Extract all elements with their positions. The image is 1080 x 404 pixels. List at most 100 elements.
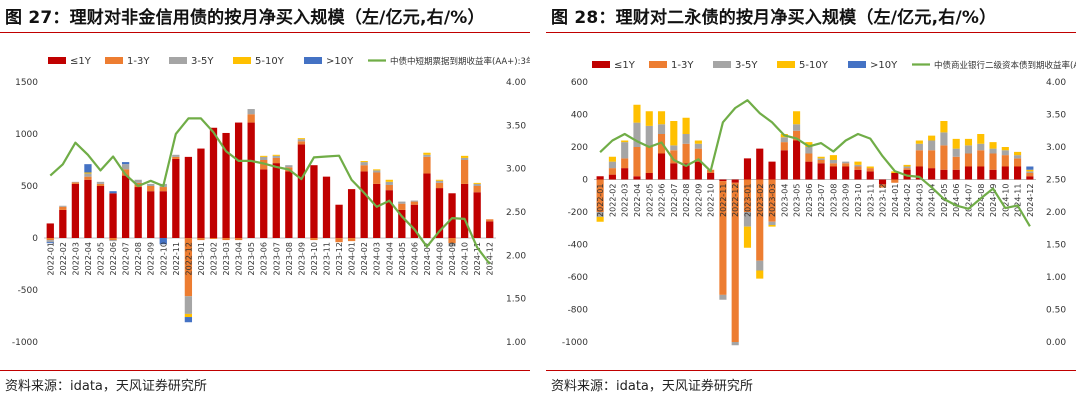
bar-2024-09-s0 bbox=[989, 169, 997, 180]
legend-swatch bbox=[777, 61, 795, 68]
bar-2024-04-s1 bbox=[385, 184, 393, 191]
bar-2022-01-s0 bbox=[596, 176, 604, 180]
bar-2022-09-s1 bbox=[147, 186, 155, 192]
bar-2023-07-s3 bbox=[817, 156, 825, 159]
bar-2023-02-s1 bbox=[756, 179, 764, 261]
bar-2023-05-s1 bbox=[247, 114, 255, 123]
x-tick-label: 2022-11 bbox=[172, 242, 181, 275]
legend-label: >10Y bbox=[870, 60, 898, 71]
bar-2024-05-s1 bbox=[398, 203, 406, 210]
x-tick-label: 2023-12 bbox=[335, 242, 344, 275]
bar-2024-11-s1 bbox=[1014, 158, 1022, 167]
bar-2024-08-s2 bbox=[977, 143, 985, 151]
bar-2023-07-s2 bbox=[272, 155, 280, 158]
bar-2024-10-s0 bbox=[460, 183, 469, 238]
legend-swatch bbox=[233, 57, 251, 64]
x-tick-label: 2022-02 bbox=[608, 184, 617, 217]
x-tick-label: 2023-11 bbox=[866, 184, 875, 217]
bar-2022-04-s1 bbox=[84, 176, 92, 180]
bar-2024-09-s0 bbox=[448, 193, 456, 238]
bar-2022-04-s3 bbox=[84, 172, 92, 174]
bar-2024-08-s0 bbox=[435, 188, 444, 238]
x-tick-label: 2023-03 bbox=[222, 242, 231, 275]
bar-2024-11-s3 bbox=[473, 182, 481, 184]
bar-2022-01-s3 bbox=[596, 216, 604, 222]
bar-2022-02-s2 bbox=[59, 205, 67, 207]
y-tick-label: 600 bbox=[571, 78, 588, 88]
bar-2022-11-s2 bbox=[719, 294, 727, 300]
y-tick-label: -1000 bbox=[12, 338, 38, 348]
bar-2022-03-s2 bbox=[621, 142, 629, 159]
bar-2024-06-s2 bbox=[410, 200, 419, 202]
x-tick-label: 2023-10 bbox=[310, 242, 319, 275]
bar-2022-01-s0 bbox=[46, 223, 54, 238]
bar-2024-03-s3 bbox=[915, 140, 923, 144]
legend-label: 5-10Y bbox=[799, 60, 829, 71]
source-rule bbox=[0, 370, 530, 371]
bar-2024-07-s3 bbox=[423, 152, 431, 155]
bar-2022-05-s2 bbox=[645, 125, 653, 147]
legend-label: ≤1Y bbox=[614, 60, 636, 71]
bar-2022-01-s1 bbox=[596, 179, 604, 212]
y-tick-label: -500 bbox=[18, 286, 39, 296]
chart-panel-left: 图 27：理财对非金信用债的按月净买入规模（左/亿元,右/%） -1000 -50… bbox=[0, 0, 530, 404]
bar-2024-03-s1 bbox=[915, 150, 923, 167]
bar-2022-10-s0 bbox=[707, 173, 715, 180]
bar-2022-09-s3 bbox=[694, 140, 702, 144]
bar-2022-08-s3 bbox=[682, 117, 690, 134]
bar-2024-02-s0 bbox=[360, 171, 368, 238]
bar-2022-11-s2 bbox=[172, 154, 180, 157]
bar-2023-01-s1 bbox=[743, 179, 752, 212]
bar-2022-04-s1 bbox=[633, 147, 641, 177]
x-tick-label: 2024-01 bbox=[891, 184, 900, 217]
bar-2023-08-s0 bbox=[829, 166, 837, 180]
bar-2024-12-s2 bbox=[1026, 171, 1034, 173]
bar-2023-12-s1 bbox=[335, 238, 343, 243]
bar-2023-09-s2 bbox=[842, 161, 850, 164]
bar-2022-11-s1 bbox=[719, 181, 727, 295]
x-tick-label: 2023-05 bbox=[793, 184, 802, 217]
y2-tick-label: 2.50 bbox=[506, 208, 526, 218]
chart-left-svg: -1000 -500 0 500 1000 1500 1.00 1.50 2.00 2.50 3.0… bbox=[12, 56, 530, 348]
x-tick-label: 2024-06 bbox=[952, 184, 961, 217]
x-tick-label: 2024-07 bbox=[964, 184, 973, 217]
yield-line bbox=[599, 99, 1031, 227]
x-tick-label: 2023-03 bbox=[768, 184, 777, 217]
source-rule bbox=[546, 370, 1076, 371]
bar-2022-06-s3 bbox=[657, 111, 666, 125]
bar-2022-04-s0 bbox=[633, 176, 641, 180]
bar-2024-03-s0 bbox=[373, 183, 381, 238]
bar-2024-10-s2 bbox=[1001, 150, 1009, 156]
bar-2022-02-s2 bbox=[608, 161, 616, 169]
source-note: 资料来源：idata，天风证券研究所 bbox=[551, 379, 753, 394]
bar-2023-06-s3 bbox=[260, 155, 268, 157]
bar-2022-10-s0 bbox=[159, 191, 167, 238]
bar-2022-07-s2 bbox=[670, 145, 678, 151]
title-rule bbox=[546, 32, 1076, 33]
bar-2024-10-s3 bbox=[460, 155, 469, 158]
bar-2024-06-s1 bbox=[410, 201, 419, 205]
legend-swatch bbox=[592, 61, 610, 68]
bar-2024-08-s3 bbox=[977, 134, 985, 144]
bar-2022-09-s0 bbox=[147, 191, 155, 238]
bar-2023-09-s1 bbox=[297, 141, 306, 145]
bar-2024-08-s3 bbox=[435, 179, 444, 181]
legend-swatch bbox=[713, 61, 731, 68]
x-tick-label: 2022-07 bbox=[122, 242, 131, 275]
y-tick-label: 0 bbox=[582, 176, 588, 186]
bar-2023-03-s3 bbox=[768, 225, 776, 227]
bar-2024-04-s3 bbox=[928, 135, 936, 141]
bar-2023-02-s0 bbox=[756, 148, 764, 180]
x-tick-label: 2022-04 bbox=[633, 184, 642, 217]
bar-2023-10-s1 bbox=[310, 238, 318, 241]
bar-2022-02-s0 bbox=[608, 174, 616, 180]
y-tick-label: 1500 bbox=[15, 78, 38, 88]
bar-2023-02-s2 bbox=[756, 260, 764, 271]
bar-2024-02-s2 bbox=[360, 162, 368, 166]
bar-2022-04-s2 bbox=[84, 173, 92, 177]
bar-2024-02-s3 bbox=[360, 161, 368, 163]
bar-2024-05-s0 bbox=[940, 169, 948, 180]
bar-2022-06-s1 bbox=[109, 238, 117, 241]
bar-2024-11-s0 bbox=[1014, 166, 1022, 180]
bar-2022-09-s0 bbox=[694, 161, 702, 180]
